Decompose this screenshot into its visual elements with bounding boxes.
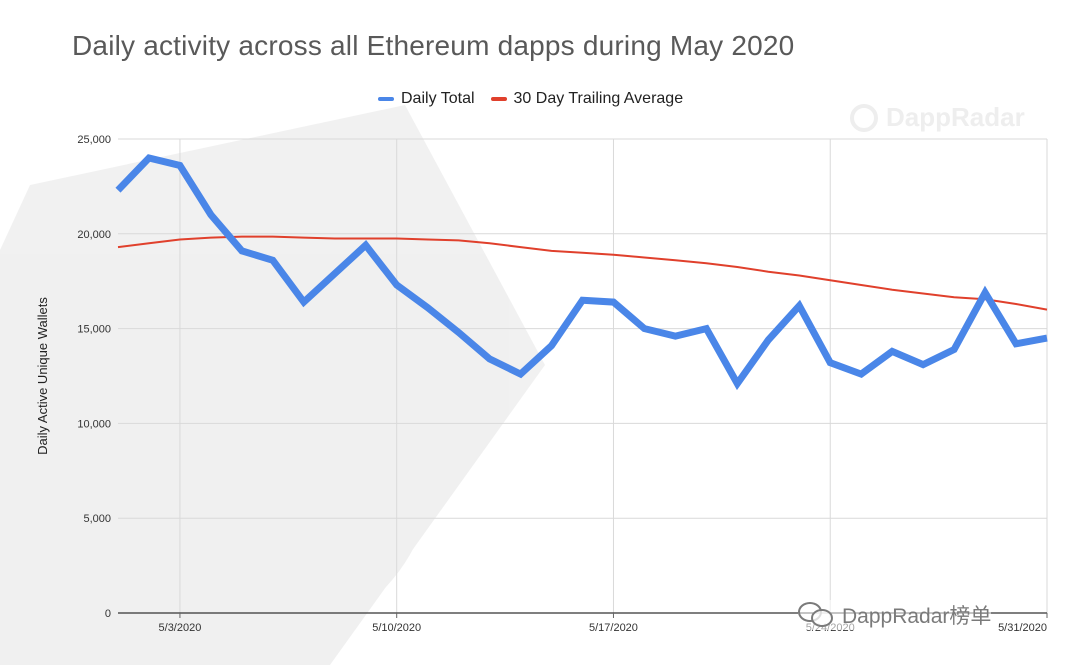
y-tick-label: 20,000 (77, 229, 111, 241)
legend-swatch-daily-total (378, 97, 394, 101)
y-tick-label: 10,000 (77, 418, 111, 430)
legend-swatch-trailing-average (490, 97, 507, 101)
chart-title: Daily activity across all Ethereum dapps… (72, 30, 795, 61)
dappradar-logo-icon (850, 103, 878, 132)
legend-item-daily-total: Daily Total (378, 90, 475, 108)
series-line-daily-total (115, 154, 1048, 391)
watermark-brand-label: DappRadar (886, 102, 1025, 132)
series-line-trailing-average (117, 235, 1048, 311)
wechat-icon (798, 602, 836, 628)
x-tick-label: 5/3/2020 (159, 622, 202, 634)
y-tick-label: 5,000 (83, 513, 111, 525)
y-tick-label: 0 (105, 608, 111, 620)
x-tick-label: 5/31/2020 (998, 622, 1047, 634)
watermark-logo (0, 105, 545, 665)
legend-label-trailing-average: 30 Day Trailing Average (513, 90, 684, 107)
grid-lines (118, 138, 1048, 613)
x-tick-label: 5/17/2020 (589, 622, 638, 634)
y-tick-label: 25,000 (77, 134, 111, 146)
chart-legend: Daily Total 30 Day Trailing Average (378, 90, 683, 108)
wechat-watermark-label: DappRadar榜单 (842, 605, 992, 628)
x-tick-label: 5/10/2020 (372, 622, 421, 634)
y-axis-title: Daily Active Unique Wallets (35, 297, 50, 455)
legend-item-trailing-average: 30 Day Trailing Average (490, 90, 684, 108)
y-tick-label: 15,000 (77, 324, 111, 336)
legend-label-daily-total: Daily Total (401, 90, 475, 107)
watermark-brand: DappRadar (850, 102, 1025, 133)
series-lines (115, 154, 1048, 391)
wechat-watermark: DappRadar榜单 (798, 600, 992, 630)
